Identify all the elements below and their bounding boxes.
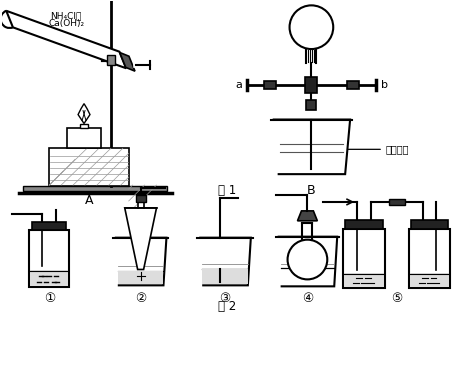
Text: ④: ④ [302, 292, 313, 305]
Bar [410, 273, 450, 287]
Bar [49, 148, 129, 186]
Bar [30, 270, 68, 286]
Text: a: a [235, 80, 242, 90]
Text: ①: ① [44, 292, 55, 305]
Polygon shape [118, 272, 163, 284]
Polygon shape [273, 119, 350, 174]
Text: NH₄Cl和: NH₄Cl和 [51, 11, 82, 20]
Bar [306, 100, 316, 110]
Circle shape [289, 5, 333, 49]
Bar [30, 230, 69, 287]
Text: B: B [307, 184, 316, 197]
Polygon shape [78, 103, 90, 124]
Polygon shape [298, 211, 317, 221]
Bar [107, 55, 115, 65]
Bar [345, 220, 383, 229]
Polygon shape [202, 270, 248, 284]
Bar [347, 81, 359, 89]
Text: ⑤: ⑤ [391, 292, 402, 305]
Bar [343, 229, 385, 288]
Bar [409, 229, 450, 288]
Circle shape [288, 240, 327, 279]
Bar [344, 273, 384, 287]
Bar [24, 186, 167, 191]
Text: ②: ② [135, 292, 146, 305]
Bar [136, 195, 146, 202]
Text: ③: ③ [219, 292, 231, 305]
Polygon shape [120, 53, 135, 71]
Text: 图 2: 图 2 [218, 300, 236, 313]
Text: 酚酞溶液: 酚酞溶液 [348, 144, 410, 154]
Bar [32, 222, 66, 230]
Polygon shape [199, 238, 251, 286]
Polygon shape [6, 11, 126, 68]
Bar [305, 77, 317, 93]
Bar [67, 128, 101, 148]
Polygon shape [115, 238, 167, 286]
Bar [80, 124, 88, 128]
Text: b: b [381, 80, 388, 90]
Bar [411, 220, 449, 229]
Text: 图 1: 图 1 [218, 184, 236, 197]
Polygon shape [125, 208, 157, 270]
Polygon shape [278, 237, 337, 286]
Text: A: A [85, 194, 93, 207]
Bar [389, 199, 405, 205]
Bar [264, 81, 276, 89]
Text: Ca(OH)₂: Ca(OH)₂ [48, 19, 84, 28]
